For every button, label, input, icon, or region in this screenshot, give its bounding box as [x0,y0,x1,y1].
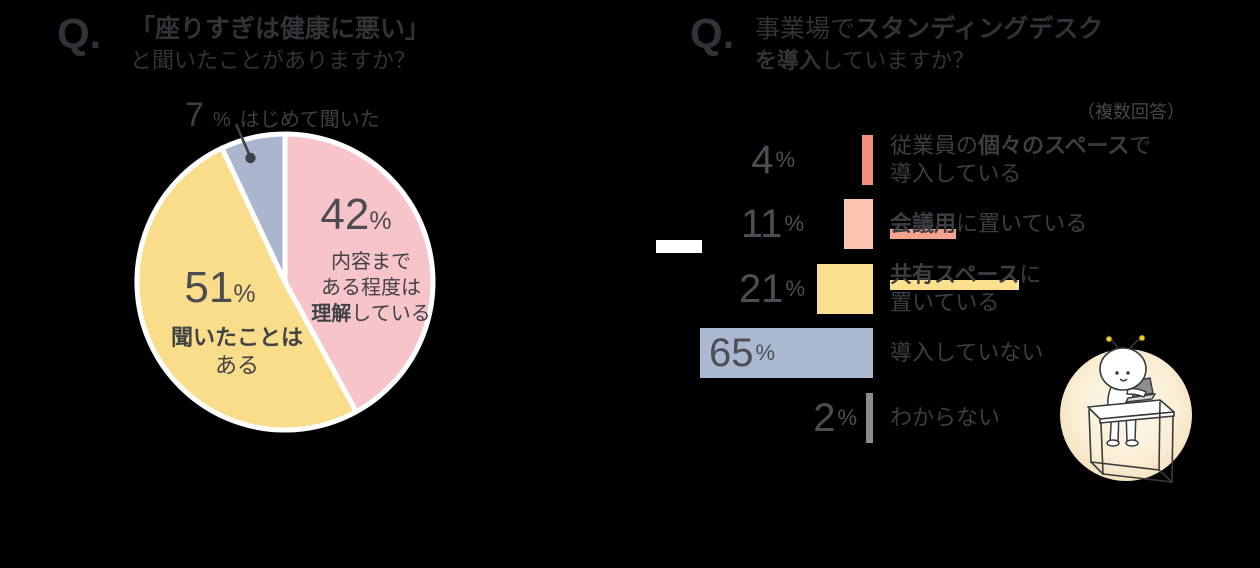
bar-segment-2 [817,264,873,314]
pie-label-understand: 内容まで ある程度は 理解している [311,251,431,325]
pie-slice-1 [134,145,359,433]
pie-pct-understand: 42% [320,190,392,239]
bar-value-3: 65% [709,331,776,375]
bar-segment-1 [844,199,873,249]
multiple-answers-note: （複数回答） [1077,102,1185,122]
pie-slice-0 [282,131,436,415]
pie-question-title: 「座りすぎは健康に悪い」 と聞いたことがありますか？ [130,15,431,73]
bar-value-0: 4% [751,138,795,182]
pie-label-heard: 聞いたことは ある [170,325,304,378]
pie-callout-first-heard: 7% はじめて聞いた [185,96,380,134]
bar-value-4: 2% [813,396,857,440]
bar-category-label-3: 導入していない [890,340,1044,365]
pie-callout-label: はじめて聞いた [239,109,380,131]
pie-chart [134,131,436,433]
question-mark-right: Q. [690,10,735,57]
bar-question-title: 事業場でスタンディングデスク を導入していますか？ [755,15,1104,73]
pie-callout-value: 7 [185,96,204,134]
pie-slice-2 [219,131,288,285]
callout-leader-line [234,123,256,164]
antenna-tip-left [1105,335,1113,343]
antenna-tip-right [1138,334,1146,342]
bar-category-label-1: 会議用に置いている [890,199,1087,249]
standing-desk-character-illustration [1060,334,1192,483]
pie-pct-heard: 51% [184,263,256,312]
bar-value-1: 11% [740,202,804,246]
bar-category-label-4: わからない [890,405,1001,430]
bar-segment-3 [700,328,873,378]
bar-segment-0 [862,135,873,185]
question-mark-left: Q. [57,10,102,57]
bar-category-label-2: 共有スペースに 置いている [890,262,1042,315]
bar-chart: 4% 従業員の個々のスペースで 導入している 11% 会議用に置いている 21% 共有スペー… [630,0,1260,568]
bar-segment-4 [866,393,873,443]
bar-value-2: 21% [738,267,805,311]
white-dash-decoration [656,240,702,253]
bar-category-label-0: 従業員の個々のスペースで 導入している [890,133,1152,186]
